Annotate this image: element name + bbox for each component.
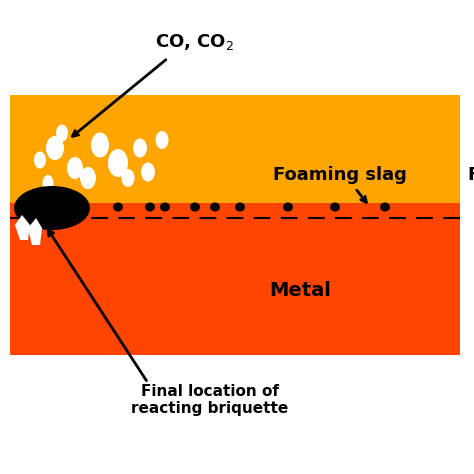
Text: Final location of
reacting briquette: Final location of reacting briquette [131, 384, 289, 416]
Ellipse shape [210, 202, 220, 211]
Ellipse shape [113, 202, 123, 211]
Ellipse shape [80, 167, 96, 189]
Text: Metal: Metal [269, 281, 331, 300]
Ellipse shape [235, 202, 245, 211]
Text: F: F [467, 166, 474, 184]
Ellipse shape [43, 175, 54, 191]
Text: Foaming slag: Foaming slag [273, 166, 407, 184]
Ellipse shape [141, 163, 155, 182]
Ellipse shape [14, 186, 90, 230]
Ellipse shape [190, 202, 200, 211]
Ellipse shape [155, 131, 168, 149]
Ellipse shape [121, 169, 135, 187]
Bar [10, 95, 460, 203]
Ellipse shape [330, 202, 340, 211]
Ellipse shape [283, 202, 293, 211]
Text: CO, CO$_2$: CO, CO$_2$ [155, 32, 235, 52]
Ellipse shape [160, 202, 170, 211]
Ellipse shape [380, 202, 390, 211]
Ellipse shape [108, 149, 128, 177]
Ellipse shape [34, 152, 46, 168]
Ellipse shape [46, 136, 64, 160]
Polygon shape [15, 215, 30, 240]
Polygon shape [28, 218, 42, 245]
Ellipse shape [145, 202, 155, 211]
Bar [10, 203, 460, 355]
Ellipse shape [67, 157, 83, 179]
Ellipse shape [56, 125, 68, 142]
Ellipse shape [133, 138, 147, 157]
Ellipse shape [91, 133, 109, 157]
